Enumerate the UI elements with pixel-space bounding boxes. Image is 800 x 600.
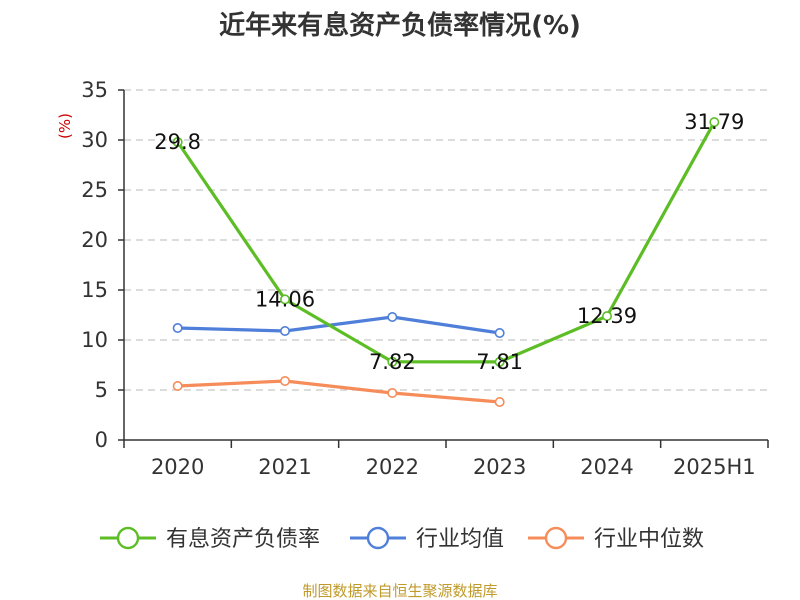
data-label: 7.81	[476, 350, 523, 374]
data-point	[601, 311, 612, 322]
data-point	[387, 311, 398, 322]
data-point	[172, 322, 183, 333]
legend-label: 行业中位数	[594, 527, 704, 552]
y-axis-label: (%)	[56, 113, 74, 139]
y-tick-label: 20	[81, 228, 108, 252]
y-tick-label: 35	[81, 78, 108, 102]
data-point	[494, 356, 505, 367]
y-tick-label: 10	[81, 328, 108, 352]
source-note: 制图数据来自恒生聚源数据库	[302, 582, 497, 600]
x-tick-label: 2024	[580, 455, 633, 479]
x-tick-label: 2025H1	[673, 455, 756, 479]
chart-title: 近年来有息资产负债率情况(%)	[219, 10, 581, 41]
y-tick-label: 15	[81, 278, 108, 302]
data-point	[279, 375, 290, 386]
x-tick-label: 2020	[151, 455, 204, 479]
series-lines	[172, 117, 720, 407]
data-point	[709, 117, 720, 128]
x-tick-label: 2022	[366, 455, 419, 479]
data-point	[387, 356, 398, 367]
y-tick-label: 0	[95, 428, 108, 452]
grid-lines	[124, 89, 768, 391]
series-line	[176, 315, 502, 335]
data-label: 7.82	[369, 350, 416, 374]
series-line	[176, 379, 502, 404]
legend: 有息资产负债率 行业均值 行业中位数	[100, 526, 704, 552]
data-point	[172, 380, 183, 391]
data-point	[172, 137, 183, 148]
x-tick-label: 2021	[258, 455, 311, 479]
data-point	[387, 387, 398, 398]
x-tick-label: 2023	[473, 455, 526, 479]
data-point	[494, 327, 505, 338]
axes: 0 5 10 15 20 25 30 35 2020 2021 2022 2023 2024 2025H1	[81, 78, 769, 479]
data-point	[279, 294, 290, 305]
y-tick-label: 25	[81, 178, 108, 202]
series-line	[176, 120, 716, 364]
data-label: 29.8	[154, 130, 201, 154]
y-tick-label: 30	[81, 128, 108, 152]
data-point	[279, 325, 290, 336]
legend-label: 行业均值	[416, 527, 504, 552]
data-label: 31.79	[684, 110, 744, 134]
y-tick-label: 5	[95, 378, 108, 402]
data-label: 12.39	[577, 304, 637, 328]
data-point	[494, 396, 505, 407]
legend-label: 有息资产负债率	[166, 527, 320, 552]
data-labels: 29.8 14.06 7.82 7.81 12.39 31.79	[154, 110, 744, 374]
legend-swatch-marker	[366, 526, 390, 550]
legend-swatch-marker	[116, 526, 140, 550]
legend-swatch-marker	[544, 526, 568, 550]
data-label: 14.06	[255, 287, 315, 311]
